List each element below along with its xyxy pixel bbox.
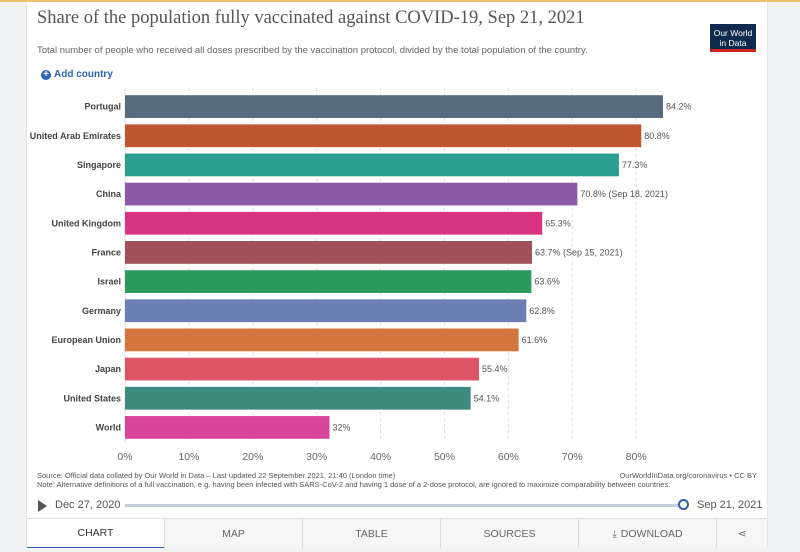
value-label: 70.8% (Sep 18, 2021) bbox=[580, 189, 668, 199]
timeline-start-date: Dec 27, 2020 bbox=[55, 499, 121, 511]
add-country-label: Add country bbox=[54, 69, 113, 80]
grid-lines bbox=[124, 88, 637, 442]
category-label[interactable]: European Union bbox=[52, 335, 122, 345]
timeline-handle[interactable] bbox=[678, 499, 689, 510]
bar[interactable] bbox=[125, 357, 479, 381]
value-label: 84.2% bbox=[666, 102, 692, 112]
bar[interactable] bbox=[125, 270, 532, 293]
tab-bar: CHART MAP TABLE SOURCES ⤓ DOWNLOAD ⋖ bbox=[27, 518, 767, 548]
bar[interactable] bbox=[125, 241, 533, 264]
value-label: 55.4% bbox=[482, 364, 508, 374]
tab-table[interactable]: TABLE bbox=[302, 519, 440, 548]
x-tick-label: 40% bbox=[370, 451, 391, 463]
bar-chart: 0% 10% 20% 30% 40% 50% 60% 70% 80% Portugal 84.2% U… bbox=[30, 88, 692, 463]
tab-sources[interactable]: SOURCES bbox=[440, 519, 578, 548]
x-tick-label: 80% bbox=[626, 451, 647, 463]
chart-title: Share of the population fully vaccinated… bbox=[37, 8, 585, 28]
bar[interactable] bbox=[125, 386, 471, 410]
x-tick-label: 0% bbox=[117, 451, 132, 463]
bar[interactable] bbox=[125, 95, 663, 118]
value-label: 63.7% (Sep 15, 2021) bbox=[535, 247, 623, 257]
category-label[interactable]: Japan bbox=[95, 364, 121, 374]
bar[interactable] bbox=[125, 153, 619, 177]
bar[interactable] bbox=[125, 211, 543, 235]
share-button[interactable]: ⋖ bbox=[716, 519, 767, 548]
timeline-slider: Dec 27, 2020 Sep 21, 2021 bbox=[27, 495, 767, 517]
x-tick-label: 20% bbox=[242, 451, 263, 463]
category-label[interactable]: Germany bbox=[82, 306, 121, 316]
category-label[interactable]: Portugal bbox=[84, 102, 121, 112]
x-tick-label: 70% bbox=[562, 451, 583, 463]
add-country-button[interactable]: + Add country bbox=[41, 69, 113, 80]
plus-circle-icon: + bbox=[41, 69, 51, 80]
chart-card: Share of the population fully vaccinated… bbox=[26, 2, 768, 548]
category-label[interactable]: World bbox=[96, 422, 121, 432]
category-label[interactable]: Israel bbox=[97, 277, 121, 287]
top-accent-line bbox=[0, 0, 800, 2]
play-icon[interactable] bbox=[38, 500, 47, 512]
owid-logo[interactable]: Our World in Data bbox=[710, 24, 756, 52]
share-icon: ⋖ bbox=[737, 528, 747, 540]
value-label: 77.3% bbox=[622, 160, 648, 170]
source-url-license[interactable]: OurWorldInData.org/coronavirus • CC BY bbox=[619, 471, 757, 480]
value-label: 80.8% bbox=[644, 131, 670, 141]
logo-line-2: in Data bbox=[719, 38, 747, 48]
category-label[interactable]: United Kingdom bbox=[52, 218, 122, 228]
timeline-fill bbox=[125, 504, 685, 507]
labels: 0% 10% 20% 30% 40% 50% 60% 70% 80% Portugal 84.2% U… bbox=[30, 102, 692, 463]
category-label[interactable]: China bbox=[96, 189, 122, 199]
timeline-end-date: Sep 21, 2021 bbox=[697, 499, 763, 511]
bar[interactable] bbox=[125, 182, 578, 206]
bars bbox=[125, 95, 663, 439]
source-text: Source: Official data collated by Our Wo… bbox=[37, 471, 396, 480]
bar[interactable] bbox=[125, 328, 519, 352]
value-label: 61.6% bbox=[522, 335, 548, 345]
download-icon: ⤓ bbox=[612, 528, 617, 540]
x-tick-label: 50% bbox=[434, 451, 455, 463]
value-label: 54.1% bbox=[474, 393, 500, 403]
bar[interactable] bbox=[125, 299, 527, 323]
note-text: Note: Alternative definitions of a full … bbox=[37, 480, 671, 489]
tab-download[interactable]: ⤓ DOWNLOAD bbox=[578, 519, 716, 548]
tab-chart[interactable]: CHART bbox=[27, 519, 164, 548]
category-label[interactable]: France bbox=[91, 247, 121, 257]
bar[interactable] bbox=[125, 124, 642, 148]
chart-subtitle: Total number of people who received all … bbox=[37, 45, 588, 56]
x-tick-label: 60% bbox=[498, 451, 519, 463]
tab-download-label: DOWNLOAD bbox=[620, 528, 683, 540]
x-tick-label: 10% bbox=[178, 451, 199, 463]
value-label: 65.3% bbox=[545, 218, 571, 228]
tab-map[interactable]: MAP bbox=[164, 519, 302, 548]
category-label[interactable]: United Arab Emirates bbox=[30, 131, 121, 141]
value-label: 62.8% bbox=[529, 306, 555, 316]
bar[interactable] bbox=[125, 416, 330, 439]
value-label: 63.6% bbox=[534, 277, 560, 287]
category-label[interactable]: Singapore bbox=[77, 160, 121, 170]
category-label[interactable]: United States bbox=[63, 393, 121, 403]
value-label: 32% bbox=[332, 422, 350, 432]
logo-line-1: Our World bbox=[713, 28, 753, 38]
x-tick-label: 30% bbox=[306, 451, 327, 463]
